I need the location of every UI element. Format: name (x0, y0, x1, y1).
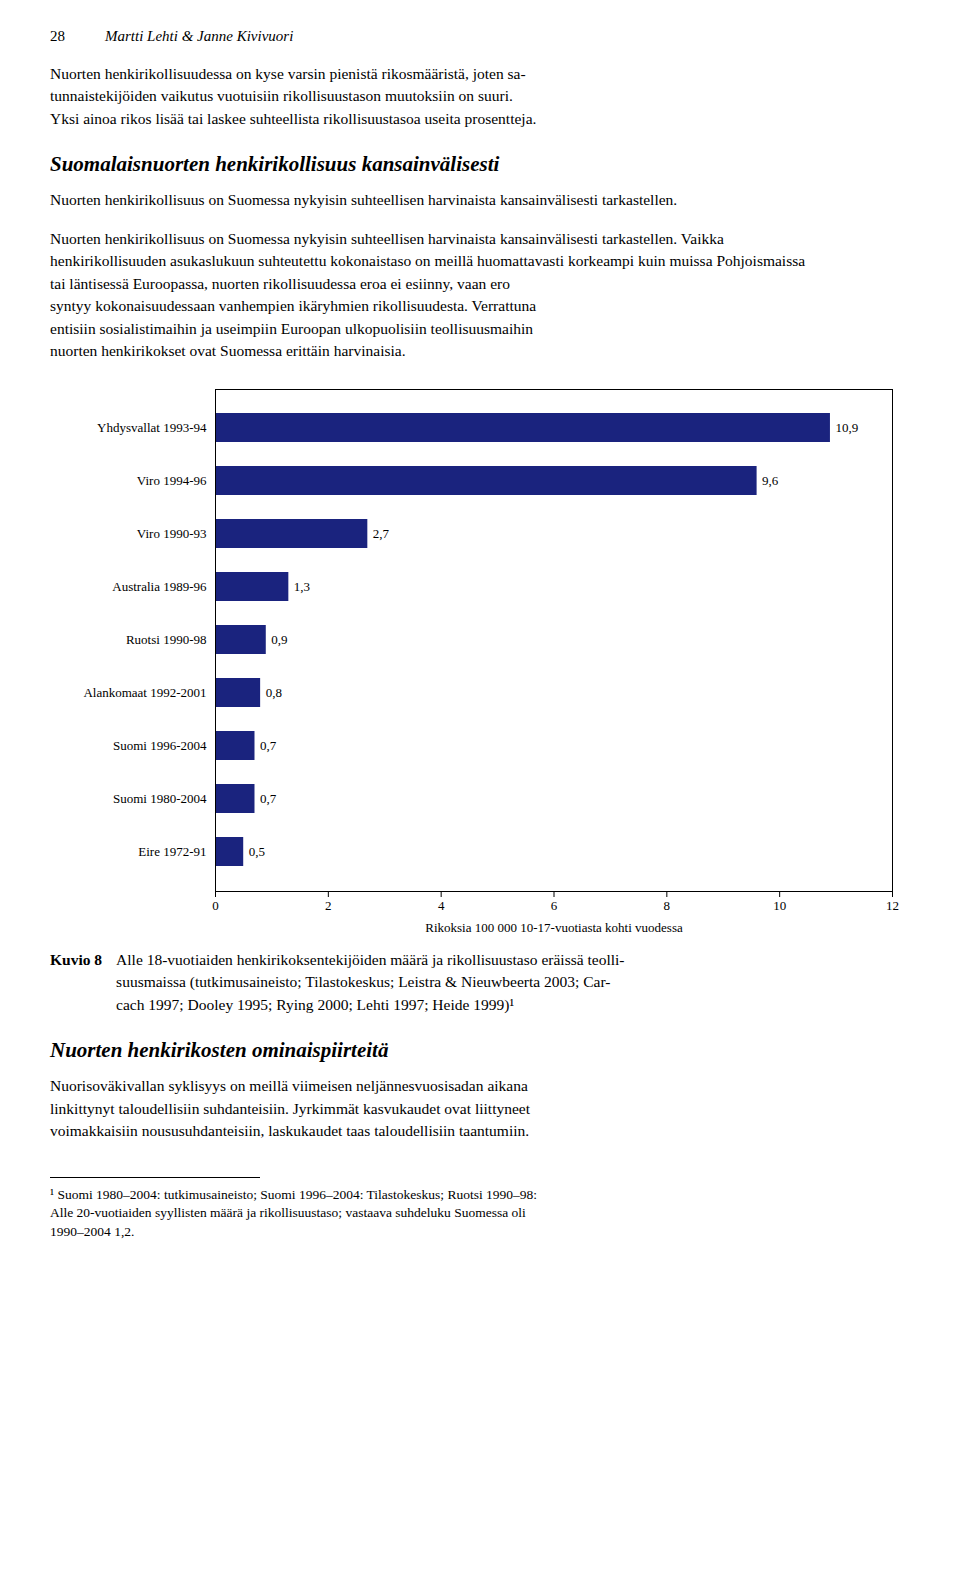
svg-text:Ruotsi 1990-98: Ruotsi 1990-98 (126, 632, 207, 647)
svg-text:Viro 1990-93: Viro 1990-93 (137, 526, 207, 541)
svg-text:6: 6 (551, 897, 558, 912)
svg-text:2,7: 2,7 (373, 526, 390, 541)
svg-text:Eire 1972-91: Eire 1972-91 (138, 844, 206, 859)
html-text:Nuorten henkirikollisuudessa o: Nuorten henkirikollisuudessa on kyse var… (50, 65, 537, 127)
svg-text:0,7: 0,7 (260, 791, 277, 806)
svg-text:1,3: 1,3 (294, 579, 310, 594)
svg-text:Suomi 1996-2004: Suomi 1996-2004 (113, 738, 207, 753)
html-text:Alle 18-vuotiaiden henkirikoks: Alle 18-vuotiaiden henkirikoksentekijöid… (116, 950, 625, 1013)
svg-text:Alankomaat 1992-2001: Alankomaat 1992-2001 (83, 685, 206, 700)
html-text:Martti Lehti & Janne Kivivuori: Martti Lehti & Janne Kivivuori (105, 28, 294, 44)
svg-text:Suomi 1980-2004: Suomi 1980-2004 (113, 791, 207, 806)
html-text:Kuvio 8: Kuvio 8 (50, 950, 103, 968)
svg-text:0,8: 0,8 (266, 685, 282, 700)
html-text:¹ Suomi 1980–2004: tutkimusain: ¹ Suomi 1980–2004: tutkimusaineisto; Suo… (50, 1186, 538, 1240)
html-text:Nuorten henkirikosten ominaisp: Nuorten henkirikosten ominaispiirteitä (50, 1038, 389, 1063)
html-text:Nuorten henkirikollisuus on Su: Nuorten henkirikollisuus on Suomessa nyk… (50, 229, 806, 360)
svg-text:0,9: 0,9 (271, 632, 287, 647)
html-text:28: 28 (50, 28, 65, 44)
svg-text:Australia 1989-96: Australia 1989-96 (112, 579, 207, 594)
svg-text:12: 12 (886, 897, 899, 912)
svg-text:0,7: 0,7 (260, 738, 277, 753)
svg-text:10: 10 (773, 897, 786, 912)
svg-text:9,6: 9,6 (762, 473, 779, 488)
html-text:Suomalaisnuorten henkirikollis: Suomalaisnuorten henkirikollisuus kansai… (50, 152, 500, 177)
html-text:Nuorten henkirikollisuus on Su: Nuorten henkirikollisuus on Suomessa nyk… (50, 191, 678, 209)
svg-text:0,5: 0,5 (249, 844, 265, 859)
svg-text:2: 2 (325, 897, 332, 912)
svg-text:Rikoksia 100 000 10-17-vuotias: Rikoksia 100 000 10-17-vuotiasta kohti v… (425, 919, 683, 934)
svg-text:Viro 1994-96: Viro 1994-96 (137, 473, 207, 488)
html-text:Nuorisoväkivallan syklisyys on: Nuorisoväkivallan syklisyys on meillä vi… (50, 1077, 530, 1139)
svg-text:10,9: 10,9 (835, 420, 858, 435)
svg-text:0: 0 (212, 897, 219, 912)
svg-text:8: 8 (664, 897, 671, 912)
svg-text:Yhdysvallat 1993-94: Yhdysvallat 1993-94 (97, 420, 207, 435)
svg-text:4: 4 (438, 897, 445, 912)
